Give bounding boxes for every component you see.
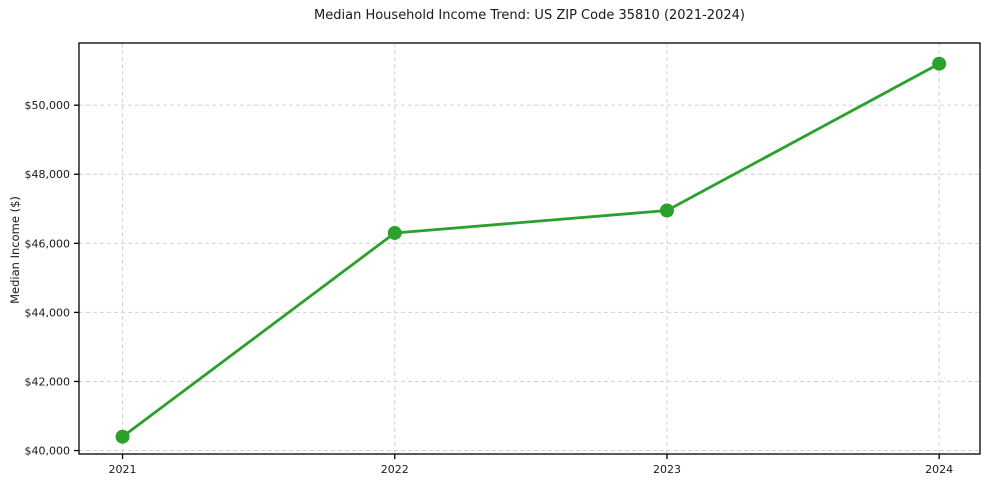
y-tick-label: $44,000: [25, 306, 71, 319]
trend-line: [121, 62, 941, 439]
data-point-2021: [115, 429, 130, 444]
x-tick-label: 2022: [381, 463, 409, 476]
chart-title: Median Household Income Trend: US ZIP Co…: [314, 8, 745, 23]
x-tick-label: 2021: [109, 463, 137, 476]
data-point-2024: [932, 56, 947, 71]
y-tick-label: $40,000: [25, 445, 71, 458]
y-tick-label: $50,000: [25, 99, 71, 112]
y-tick-label: $42,000: [25, 375, 71, 388]
y-tick-label: $46,000: [25, 237, 71, 250]
data-point-2023: [659, 203, 674, 218]
y-tick-label: $48,000: [25, 168, 71, 181]
x-tick-label: 2023: [653, 463, 681, 476]
x-tick-label: 2024: [925, 463, 953, 476]
data-point-2022: [387, 225, 402, 240]
plot-border: [78, 42, 981, 455]
